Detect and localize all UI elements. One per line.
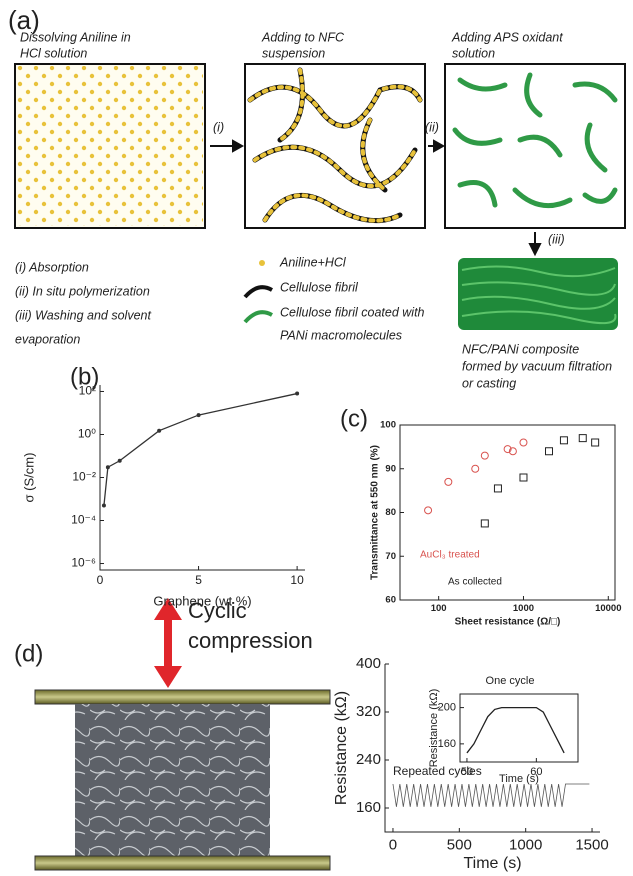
axis [100,385,305,570]
y-tick-label: 80 [385,507,396,518]
x-axis-label: Sheet resistance (Ω/□) [455,617,561,628]
aniline-dots [17,66,203,226]
product-text: formed by vacuum filtration [462,359,612,373]
composite-mat [458,258,618,330]
x-tick-label: 1000 [513,603,534,614]
inset-bg [460,694,578,762]
data-line [104,394,297,506]
x-tick-label: 0 [97,573,104,587]
chart-title: One cycle [486,675,535,687]
y-tick-label: 10⁻² [72,470,96,484]
y-axis-label: σ (S/cm) [21,453,36,503]
process-step: evaporation [15,332,80,346]
data-point [445,478,452,485]
data-point [102,503,106,507]
data-point [472,465,479,472]
data-point [425,507,432,514]
data-point [494,485,501,492]
figure: (a) Dissolving Aniline in HCl solution A… [0,0,633,876]
step-title: solution [452,46,495,60]
y-axis-label: Resistance (kΩ) [428,689,440,768]
panel-label: (d) [14,640,43,667]
plot-frame [400,425,615,600]
data-point [295,392,299,396]
x-tick-label: 50 [461,766,473,778]
plate [35,690,330,704]
series-label: AuCl₃ treated [420,550,480,561]
y-tick-label: 10⁻⁶ [71,556,96,570]
step-title: HCl solution [20,46,87,60]
y-axis-label: Transmittance at 550 nm (%) [370,445,381,580]
compression-arrow [154,598,182,688]
x-tick-label: 100 [431,603,447,614]
y-tick-label: 320 [356,703,381,720]
plate [35,856,330,870]
x-axis-label: Time (s) [499,773,539,785]
process-step: (iii) Washing and solvent [15,308,151,322]
legend-text: Cellulose fibril [280,280,359,294]
x-tick-label: 10 [290,573,304,587]
y-tick-label: 10⁻⁴ [71,513,96,527]
data-line [393,784,589,807]
panel-label: (c) [340,405,368,432]
arrow-label: (i) [213,120,224,134]
x-tick-label: 1000 [509,836,542,853]
y-tick-label: 200 [438,702,456,714]
y-tick-label: 100 [380,420,396,431]
legend-text: Cellulose fibril coated with [280,305,425,319]
data-point [520,474,527,481]
step-title: Adding APS oxidant [451,30,563,44]
data-point [197,413,201,417]
data-point [118,459,122,463]
data-point [592,439,599,446]
arrow-label: (iii) [548,232,565,246]
y-axis-label: Resistance (kΩ) [333,691,350,805]
x-axis-label: Graphene (wt %) [153,593,251,608]
arrow-label: (ii) [425,120,439,134]
data-point [520,439,527,446]
y-tick-label: 10⁰ [78,427,96,441]
y-tick-label: 70 [385,551,396,562]
legend-fibril [245,287,272,297]
legend-text: Aniline+HCl [279,255,347,269]
data-point [579,435,586,442]
x-tick-label: 1500 [575,836,608,853]
legend-coated [245,312,272,322]
step-title: Adding to NFC [261,30,345,44]
y-tick-label: 400 [356,655,381,672]
process-step: (ii) In situ polymerization [15,284,150,298]
step-title: suspension [262,46,325,60]
data-point [481,452,488,459]
x-tick-label: 10000 [595,603,621,614]
product-text: NFC/PANi composite [462,342,579,356]
data-point [481,520,488,527]
legend-text: PANi macromolecules [280,328,402,342]
data-point [560,437,567,444]
caption: compression [188,628,313,653]
x-axis-label: Time (s) [463,855,521,872]
y-tick-label: 160 [356,799,381,816]
process-step: (i) Absorption [15,260,89,274]
series-label: As collected [448,577,502,588]
sem-image [75,704,270,856]
x-tick-label: 5 [195,573,202,587]
legend-dot [259,260,265,266]
product-text: or casting [462,376,516,390]
x-tick-label: 500 [447,836,472,853]
y-tick-label: 160 [438,738,456,750]
panel-label: (b) [70,363,99,390]
data-point [546,448,553,455]
y-tick-label: 60 [385,595,396,606]
step-title: Dissolving Aniline in [20,30,131,44]
y-tick-label: 90 [385,463,396,474]
data-point [106,465,110,469]
y-tick-label: 240 [356,751,381,768]
data-point [157,429,161,433]
x-tick-label: 0 [389,836,397,853]
